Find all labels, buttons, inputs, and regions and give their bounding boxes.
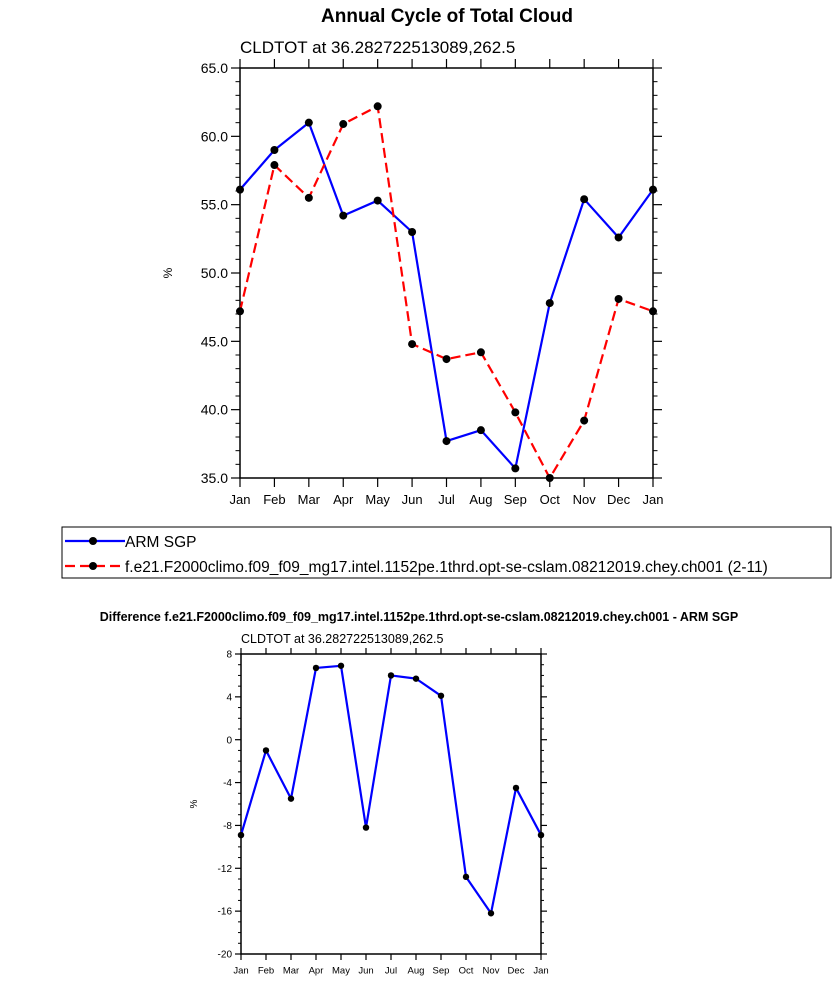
legend-label: f.e21.F2000climo.f09_f09_mg17.intel.1152…	[125, 559, 768, 576]
x-tick-label: May	[365, 492, 390, 507]
data-point	[649, 185, 657, 194]
data-point	[545, 299, 554, 308]
x-tick-label: Jun	[358, 966, 373, 977]
data-point	[337, 662, 345, 669]
data-point	[262, 747, 270, 754]
data-point	[442, 437, 451, 446]
x-tick-label: Oct	[540, 492, 561, 507]
legend-box	[61, 526, 832, 579]
x-tick-label: Jul	[438, 492, 455, 507]
x-tick-label: Apr	[309, 966, 324, 977]
chart-1: Annual Cycle of Total Cloud CLDTOT at 36.…	[61, 6, 832, 579]
x-tick-label: Oct	[459, 966, 474, 977]
y-tick-label: 40.0	[201, 402, 228, 418]
x-tick-label: Sep	[433, 966, 450, 977]
x-tick-label: Dec	[508, 966, 525, 977]
x-tick-label: Feb	[258, 966, 274, 977]
series-line	[238, 105, 654, 480]
data-point	[408, 228, 417, 236]
data-point	[511, 408, 520, 417]
data-point	[512, 784, 520, 792]
data-point	[339, 211, 348, 220]
y-tick-label: 8	[226, 650, 232, 661]
data-point	[649, 307, 657, 316]
data-point	[362, 824, 370, 831]
data-point	[373, 102, 382, 111]
y-tick-label: 35.0	[201, 470, 228, 486]
x-tick-label: Sep	[504, 492, 527, 507]
data-point	[339, 120, 348, 129]
data-point	[614, 233, 623, 242]
x-tick-label: Jan	[533, 966, 548, 977]
chart-subtitle: CLDTOT at 36.282722513089,262.5	[240, 38, 515, 57]
data-point	[476, 348, 485, 357]
data-point	[236, 185, 244, 194]
y-tick-label: 55.0	[201, 197, 228, 213]
data-point	[511, 464, 520, 473]
y-tick-label: 45.0	[201, 333, 228, 349]
x-tick-label: Jan	[643, 492, 664, 507]
y-tick-label: -12	[218, 864, 233, 875]
y-axis-label: %	[161, 267, 175, 278]
data-point	[537, 831, 545, 839]
x-tick-label: Nov	[483, 966, 500, 977]
x-tick-label: Jul	[385, 966, 397, 977]
series-line	[239, 664, 542, 915]
data-point	[487, 910, 495, 917]
y-tick-label: -16	[218, 907, 233, 918]
data-point	[287, 795, 295, 802]
chart-title: Difference f.e21.F2000climo.f09_f09_mg17…	[100, 610, 739, 624]
chart-subtitle: CLDTOT at 36.282722513089,262.5	[241, 632, 444, 646]
data-point	[270, 146, 279, 154]
x-tick-label: Feb	[263, 492, 285, 507]
x-tick-label: Nov	[573, 492, 597, 507]
data-point	[312, 664, 320, 672]
data-point	[237, 831, 245, 839]
x-tick-label: Jan	[230, 492, 251, 507]
data-point	[462, 873, 470, 881]
data-point	[236, 307, 244, 316]
data-point	[373, 196, 382, 205]
series-line	[239, 121, 654, 470]
x-tick-label: Aug	[469, 492, 492, 507]
x-tick-label: Apr	[333, 492, 354, 507]
data-point	[437, 692, 445, 699]
data-point	[580, 195, 589, 204]
y-tick-label: 50.0	[201, 265, 228, 281]
legend-label: ARM SGP	[125, 534, 196, 551]
y-tick-label: -4	[223, 778, 232, 789]
data-point	[387, 672, 395, 679]
data-point	[304, 193, 313, 202]
data-point	[476, 426, 485, 435]
y-tick-label: 4	[226, 692, 232, 703]
x-tick-label: Mar	[283, 966, 299, 977]
data-point	[412, 675, 420, 682]
data-point	[580, 416, 589, 425]
y-tick-label: -8	[223, 821, 232, 832]
chart-2: Difference f.e21.F2000climo.f09_f09_mg17…	[100, 610, 739, 977]
y-tick-label: -20	[218, 950, 233, 961]
x-tick-label: Mar	[298, 492, 321, 507]
y-axis-label: %	[189, 799, 200, 808]
x-tick-label: Jan	[233, 966, 248, 977]
y-tick-label: 0	[226, 735, 232, 746]
legend-marker	[89, 537, 97, 545]
data-point	[304, 118, 313, 127]
data-point	[442, 355, 451, 364]
chart-title: Annual Cycle of Total Cloud	[321, 6, 573, 27]
data-point	[408, 340, 417, 349]
legend-marker	[89, 562, 97, 570]
x-tick-label: Jun	[402, 492, 423, 507]
x-tick-label: May	[332, 966, 350, 977]
plot-frame	[240, 653, 542, 955]
y-tick-label: 60.0	[201, 128, 228, 144]
x-tick-label: Aug	[408, 966, 425, 977]
data-point	[270, 161, 279, 170]
legend: ARM SGP f.e21.F2000climo.f09_f09_mg17.int…	[61, 526, 832, 579]
y-tick-label: 65.0	[201, 60, 228, 76]
x-tick-label: Dec	[607, 492, 631, 507]
data-point	[545, 474, 554, 482]
data-point	[614, 294, 623, 303]
